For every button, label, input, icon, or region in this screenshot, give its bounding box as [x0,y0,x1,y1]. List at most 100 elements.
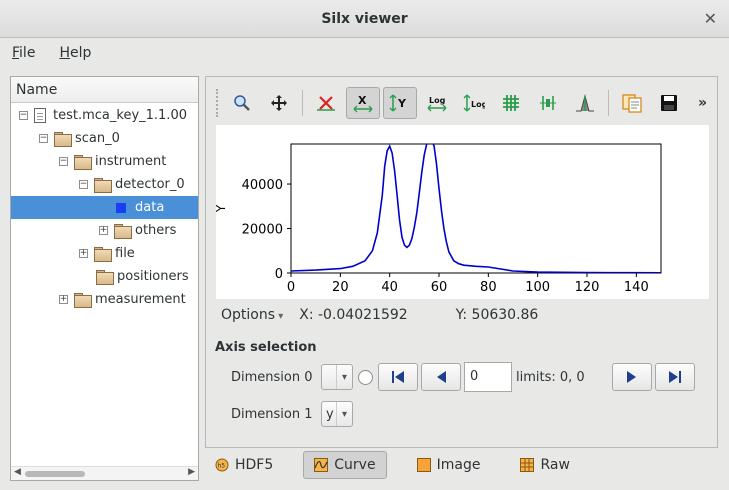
tree-item-label: test.mca_key_1.1.00 [53,108,187,123]
pan-mode-icon [271,95,287,111]
next-index-button[interactable] [611,363,652,391]
scroll-right-icon[interactable]: ▶ [188,467,195,477]
fit-icon [576,94,594,112]
reset-zoom-button[interactable] [309,87,343,119]
options-menu-button[interactable]: Options [221,307,283,323]
menu-help[interactable]: Help [59,45,92,61]
collapse-icon[interactable]: − [39,133,48,143]
skip-last-icon [668,371,681,383]
dimension-1-axis-combo[interactable]: y ▾ [321,401,353,427]
curve-icon [314,458,329,472]
x-log-button[interactable]: Log [420,87,454,119]
toolbar-separator [608,90,609,116]
collapse-icon[interactable]: − [19,110,28,120]
grid-button[interactable] [494,87,528,119]
x-tick-label: 0 [287,280,295,295]
x-coordinate-readout: X: -0.04021592 [299,307,408,323]
x-autoscale-button[interactable]: X [346,87,380,119]
y-log-button[interactable]: Log [457,87,491,119]
expand-icon[interactable]: + [99,225,108,235]
tree-item-label: others [135,223,177,238]
zoom-mode-button[interactable] [225,87,259,119]
fit-button[interactable] [568,87,602,119]
x-autoscale-icon: X [353,94,373,113]
menu-file[interactable]: File [12,45,36,61]
data-series-line [291,144,661,273]
collapse-icon[interactable]: − [79,179,88,189]
tree-item[interactable]: − instrument [11,150,198,173]
x-tick-label: 140 [624,280,649,295]
dimension-0-index-input[interactable]: 0 [464,362,512,392]
folder-icon [114,224,132,239]
tree-item-label: positioners [117,269,189,284]
curve-chart[interactable]: 0 20 40 60 80 100 120 140 0 20000 40000 Y [214,125,709,299]
tree-item[interactable]: + measurement [11,288,198,311]
y-autoscale-button[interactable]: Y [383,87,417,119]
tree-item-label: detector_0 [115,177,185,192]
tree-item[interactable]: + file [11,242,198,265]
plot-canvas[interactable]: 0 20 40 60 80 100 120 140 0 20000 40000 Y [214,125,709,299]
collapse-icon[interactable]: − [59,156,68,166]
save-button[interactable] [652,87,686,119]
y-tick-label: 20000 [242,223,283,238]
svg-text:Y: Y [397,97,407,110]
tree-item-label: scan_0 [75,131,120,146]
svg-text:h5: h5 [218,463,226,470]
folder-icon [96,270,114,285]
previous-index-button[interactable] [421,363,461,391]
last-index-button[interactable] [654,363,695,391]
pan-mode-button[interactable] [262,87,296,119]
tree-item-label: data [135,200,165,215]
tree-item[interactable]: − test.mca_key_1.1.00 [11,104,198,127]
tree-item[interactable]: data [11,196,198,219]
tree-header[interactable]: Name [11,77,198,103]
x-log-icon: Log [427,96,447,112]
file-icon [34,108,46,123]
tab-raw-label: Raw [540,457,570,473]
tab-curve[interactable]: Curve [303,451,387,479]
tab-image-label: Image [436,457,481,473]
expand-icon[interactable]: + [59,294,68,304]
view-mode-tabs: h5 HDF5 Curve Image Raw [205,450,600,480]
dimension-1-combo-value: y [326,406,334,422]
toolbar-overflow-icon[interactable]: » [697,95,707,111]
dimension-0-radio[interactable] [358,369,373,385]
tab-raw[interactable]: Raw [510,451,579,479]
tree-item-label: measurement [95,292,186,307]
dimension-0-label: Dimension 0 [231,369,313,385]
curve-style-icon [540,96,556,110]
close-icon[interactable]: ✕ [703,9,717,28]
dimension-0-row: Dimension 0 ▾ 0 limits: 0, 0 [231,362,698,392]
tree-item[interactable]: positioners [11,265,198,288]
x-tick-label: 100 [525,280,550,295]
curve-style-button[interactable] [531,87,565,119]
raw-table-icon [520,458,535,472]
tab-hdf5[interactable]: h5 HDF5 [205,451,283,479]
scroll-left-icon[interactable]: ◀ [14,467,21,477]
tree-item[interactable]: − detector_0 [11,173,198,196]
scrollbar-thumb[interactable] [25,471,85,477]
hdf5-tree[interactable]: Name − test.mca_key_1.1.00− scan_0− instrum… [10,76,199,481]
copy-button[interactable] [615,87,649,119]
tree-item[interactable]: − scan_0 [11,127,198,150]
first-index-button[interactable] [378,363,418,391]
y-coordinate-readout: Y: 50630.86 [455,307,539,323]
dimension-0-axis-combo[interactable]: ▾ [321,364,353,390]
toolbar-grip[interactable] [216,89,219,117]
tree-item-label: file [115,246,135,261]
toolbar-separator [302,90,303,116]
tab-hdf5-label: HDF5 [235,457,274,473]
svg-text:Log: Log [471,100,485,109]
tab-image[interactable]: Image [407,451,491,479]
tree-horizontal-scrollbar[interactable]: ◀ ▶ [11,466,198,480]
folder-icon [94,178,112,193]
folder-icon [54,132,72,147]
reset-zoom-icon [317,96,335,111]
image-icon [416,458,431,472]
expand-icon[interactable]: + [79,248,88,258]
skip-first-icon [392,371,404,383]
menu-bar: File Help [0,40,729,66]
tree-item[interactable]: + others [11,219,198,242]
plot-toolbar: X Y Log Log [216,85,689,121]
folder-icon [94,247,112,262]
